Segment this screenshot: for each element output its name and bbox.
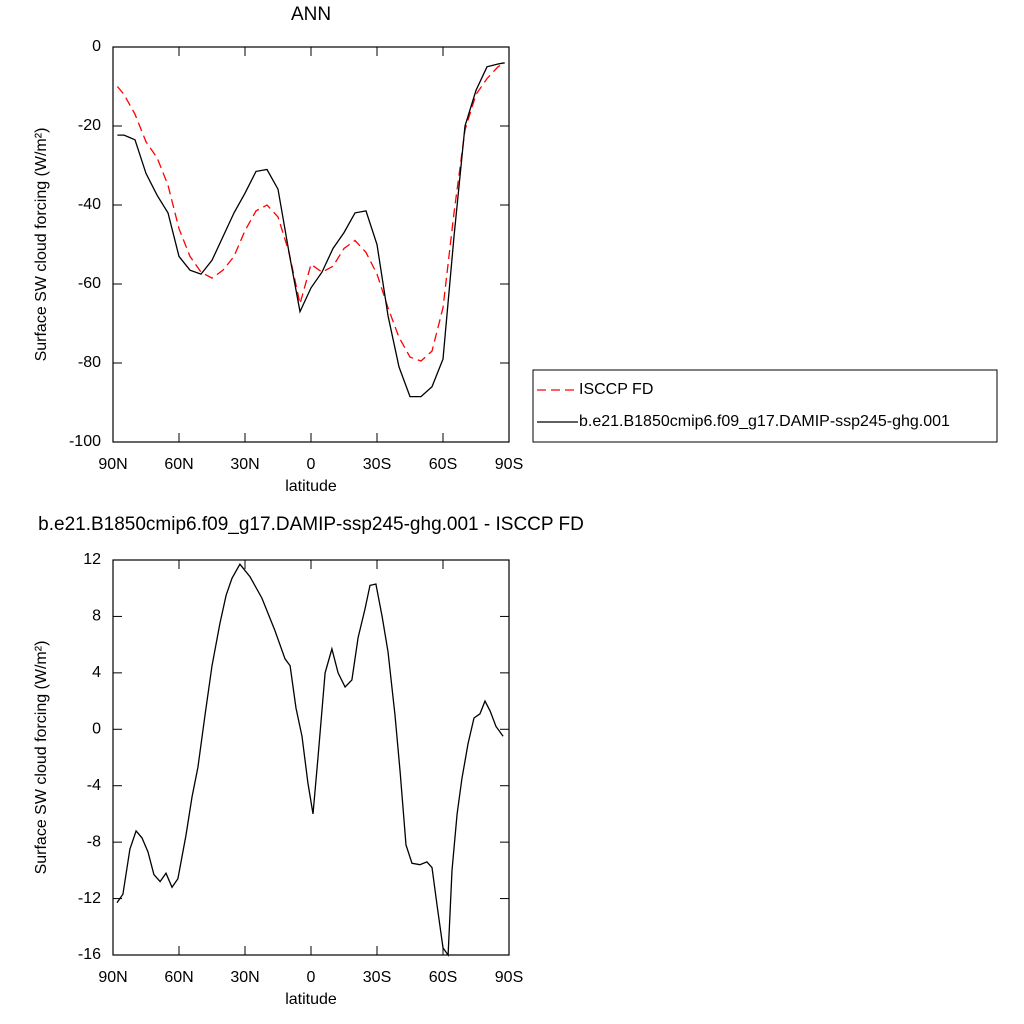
y-axis-label: Surface SW cloud forcing (W/m²) (33, 128, 50, 362)
y-tick-label: 0 (92, 721, 101, 738)
x-tick-label: 60N (164, 456, 193, 473)
chart-title: b.e21.B1850cmip6.f09_g17.DAMIP-ssp245-gh… (38, 514, 584, 535)
x-tick-label: 30S (363, 456, 391, 473)
x-tick-label: 30S (363, 969, 391, 986)
x-tick-label: 0 (307, 456, 316, 473)
y-tick-label: 4 (92, 664, 101, 681)
plot-frame (112, 559, 510, 956)
legend-box (532, 369, 998, 443)
chart-title: ANN (291, 4, 331, 25)
y-tick-label: -80 (78, 354, 101, 371)
legend-label: b.e21.B1850cmip6.f09_g17.DAMIP-ssp245-gh… (579, 413, 950, 430)
x-tick-label: 90N (98, 456, 127, 473)
y-tick-label: -8 (87, 833, 101, 850)
x-tick-label: 30N (230, 969, 259, 986)
x-axis-label: latitude (285, 478, 337, 495)
y-axis-label: Surface SW cloud forcing (W/m²) (33, 641, 50, 875)
x-tick-label: 60S (429, 456, 457, 473)
data-line (116, 62, 505, 362)
y-tick-label: -4 (87, 777, 101, 794)
plot-frame (112, 46, 510, 443)
x-tick-label: 90S (495, 969, 523, 986)
x-tick-label: 60S (429, 969, 457, 986)
x-tick-label: 90S (495, 456, 523, 473)
data-line (117, 62, 505, 398)
y-tick-label: -16 (78, 946, 101, 963)
y-tick-label: -60 (78, 275, 101, 292)
y-tick-label: 12 (83, 551, 101, 568)
x-tick-label: 60N (164, 969, 193, 986)
x-tick-label: 0 (307, 969, 316, 986)
y-tick-label: -40 (78, 196, 101, 213)
x-axis-label: latitude (285, 991, 337, 1008)
data-line (116, 563, 504, 957)
x-tick-label: 90N (98, 969, 127, 986)
y-tick-label: -12 (78, 890, 101, 907)
y-tick-label: -100 (69, 433, 101, 450)
y-tick-label: 8 (92, 608, 101, 625)
x-tick-label: 30N (230, 456, 259, 473)
y-tick-label: 0 (92, 38, 101, 55)
y-tick-label: -20 (78, 117, 101, 134)
legend-label: ISCCP FD (579, 381, 653, 398)
